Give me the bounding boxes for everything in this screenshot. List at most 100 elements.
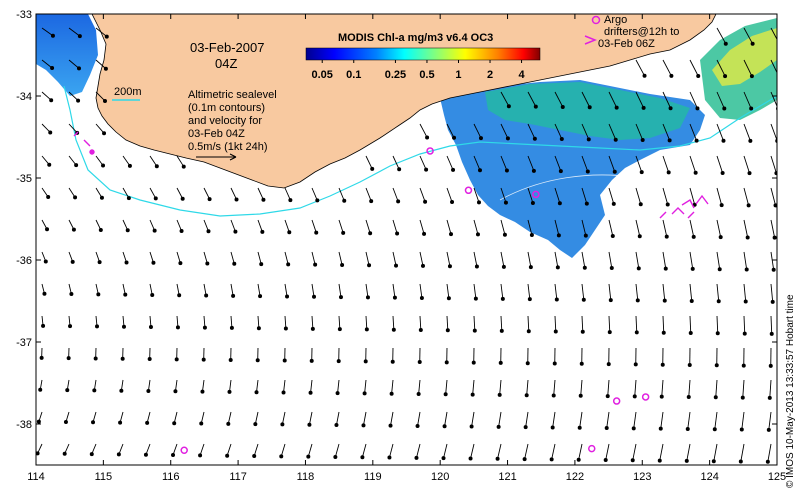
velocity-arrow-head (254, 390, 259, 395)
velocity-arrow-head (693, 170, 698, 175)
velocity-arrow-head (717, 267, 722, 272)
velocity-arrow (95, 27, 108, 37)
velocity-arrow-head (497, 392, 502, 397)
argo-float-marker (464, 186, 473, 195)
velocity-arrow (551, 443, 556, 460)
velocity-arrow-head (146, 388, 151, 393)
velocity-arrow-head (694, 138, 699, 143)
velocity-arrow (716, 59, 726, 77)
velocity-arrow (473, 283, 477, 299)
velocity-arrow-head (314, 230, 319, 235)
velocity-arrow-head (742, 331, 747, 336)
velocity-arrow-head (204, 293, 209, 298)
velocity-arrow-head (388, 423, 393, 428)
argo-drifter-tracks (73, 131, 709, 219)
velocity-arrow-head (70, 259, 75, 264)
velocity-arrow (446, 283, 450, 299)
velocity-arrow (230, 187, 237, 200)
velocity-arrow (662, 187, 669, 205)
velocity-arrow (554, 91, 564, 108)
velocity-arrow-head (583, 233, 588, 238)
velocity-arrow-head (360, 455, 365, 460)
velocity-arrow-head (663, 266, 668, 271)
velocity-arrow (311, 283, 315, 297)
velocity-arrow (230, 283, 234, 296)
velocity-arrow-head (425, 135, 430, 140)
velocity-arrow-head (658, 426, 663, 431)
date-label: 03-Feb-2007 (190, 40, 264, 55)
velocity-arrow (256, 379, 259, 393)
velocity-arrow (338, 283, 342, 298)
velocity-arrow-head (473, 296, 478, 301)
velocity-arrow (280, 443, 286, 457)
velocity-arrow-head (369, 199, 374, 204)
velocity-arrow-head (642, 73, 647, 78)
velocity-arrow (770, 155, 777, 174)
velocity-arrow-head (282, 358, 287, 363)
velocity-arrow (662, 155, 670, 173)
velocity-arrow-head (695, 106, 700, 111)
velocity-arrow (283, 379, 286, 393)
velocity-arrow-head (555, 265, 560, 270)
velocity-arrow (446, 219, 452, 235)
velocity-arrow-head (723, 74, 728, 79)
velocity-arrow-head (579, 361, 584, 366)
velocity-arrow-head (478, 136, 483, 141)
lon-tick-label: 125 (768, 471, 786, 483)
velocity-arrow-head (660, 362, 665, 367)
velocity-arrow-head (285, 294, 290, 299)
velocity-arrow-head (98, 227, 103, 232)
velocity-arrow-head (452, 135, 457, 140)
velocity-arrow-head (532, 136, 537, 141)
velocity-arrow-head (96, 292, 101, 297)
velocity-arrow-head (657, 458, 662, 463)
velocity-arrow-head (145, 420, 150, 425)
velocity-arrow-head (225, 453, 230, 458)
argo-float-marker (612, 397, 621, 405)
velocity-arrow-head (102, 131, 107, 136)
velocity-arrow-head (46, 194, 51, 199)
velocity-arrow (391, 379, 394, 394)
velocity-arrow (392, 187, 399, 202)
lon-tick-label: 122 (566, 471, 584, 483)
velocity-arrow-head (770, 299, 775, 304)
velocity-arrow (41, 91, 52, 101)
velocity-arrow-head (389, 391, 394, 396)
velocity-arrow-head (744, 267, 749, 272)
velocity-arrow-head (442, 424, 447, 429)
velocity-arrow (608, 155, 616, 172)
lat-tick-label: -38 (16, 419, 32, 431)
velocity-arrow-head (558, 169, 563, 174)
velocity-arrow-head (687, 362, 692, 367)
legend-line-2: (0.1m contours) (188, 102, 265, 114)
velocity-arrow (635, 59, 645, 77)
colorbar: MODIS Chl-a mg/m3 v6.4 OC3 0.05 0.1 0.25 0.… (305, 32, 541, 81)
velocity-arrow (581, 219, 587, 236)
velocity-arrow (284, 187, 291, 201)
colorbar-tick-label: 0.25 (385, 69, 406, 81)
velocity-arrow (311, 251, 316, 265)
velocity-arrow (527, 283, 531, 300)
velocity-arrow (608, 283, 612, 301)
velocity-arrow-head (450, 200, 455, 205)
velocity-arrow-head (664, 234, 669, 239)
velocity-arrow-head (723, 41, 728, 46)
velocity-arrow (606, 411, 610, 429)
velocity-arrow-head (396, 199, 401, 204)
velocity-arrow (554, 123, 563, 140)
velocity-arrow-head (669, 73, 674, 78)
velocity-arrow (254, 411, 259, 425)
velocity-arrow-head (362, 391, 367, 396)
velocity-arrow-head (712, 427, 717, 432)
velocity-arrow (635, 315, 638, 333)
velocity-arrow (743, 283, 747, 302)
velocity-arrow (607, 379, 610, 397)
velocity-arrow-head (690, 266, 695, 271)
velocity-arrow-head (749, 74, 754, 79)
velocity-arrow-head (42, 291, 47, 296)
velocity-arrows (36, 27, 777, 464)
velocity-arrow-head (476, 200, 481, 205)
velocity-arrow-head (582, 265, 587, 270)
velocity-arrow (580, 379, 583, 396)
velocity-arrow-head (501, 264, 506, 269)
